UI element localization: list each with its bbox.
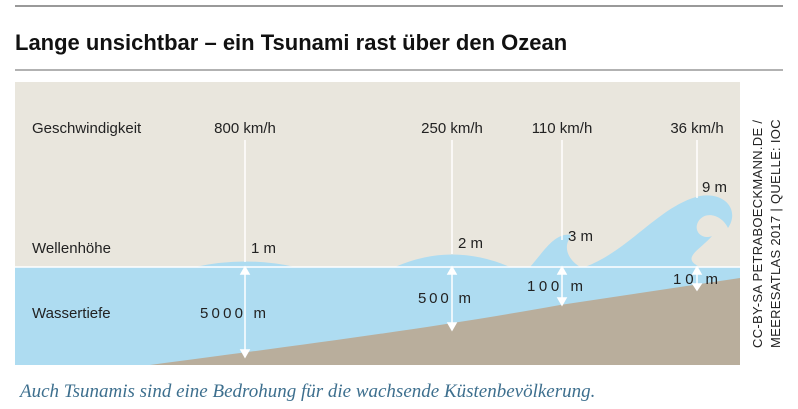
depth: 500 m bbox=[418, 290, 471, 307]
sky bbox=[15, 82, 740, 267]
height: 9 m bbox=[702, 179, 727, 196]
caption: Auch Tsunamis sind eine Bedrohung für di… bbox=[18, 381, 595, 402]
speed: 110 km/h bbox=[532, 120, 593, 137]
speed: 250 km/h bbox=[421, 120, 483, 137]
height: 1 m bbox=[251, 240, 276, 257]
depth-arrows bbox=[239, 265, 703, 359]
waves bbox=[195, 195, 733, 267]
row-label: Wellenhöhe bbox=[32, 240, 111, 257]
speed: 36 km/h bbox=[670, 120, 723, 137]
seafloor bbox=[15, 278, 740, 365]
height: 3 m bbox=[568, 228, 593, 245]
title: Lange unsichtbar – ein Tsunami rast über… bbox=[15, 30, 567, 55]
height: 2 m bbox=[458, 235, 483, 252]
credit-line: CC-BY-SA PETRABOECKMANN.DE / bbox=[750, 120, 765, 348]
credit: CC-BY-SA PETRABOECKMANN.DE / MEERESATLAS… bbox=[750, 119, 783, 348]
speed: 800 km/h bbox=[214, 120, 276, 137]
credit-line: MEERESATLAS 2017 | QUELLE: IOC bbox=[768, 119, 783, 348]
row-label: Wassertiefe bbox=[32, 305, 111, 322]
guides bbox=[244, 140, 698, 262]
row-label: Geschwindigkeit bbox=[32, 120, 142, 137]
